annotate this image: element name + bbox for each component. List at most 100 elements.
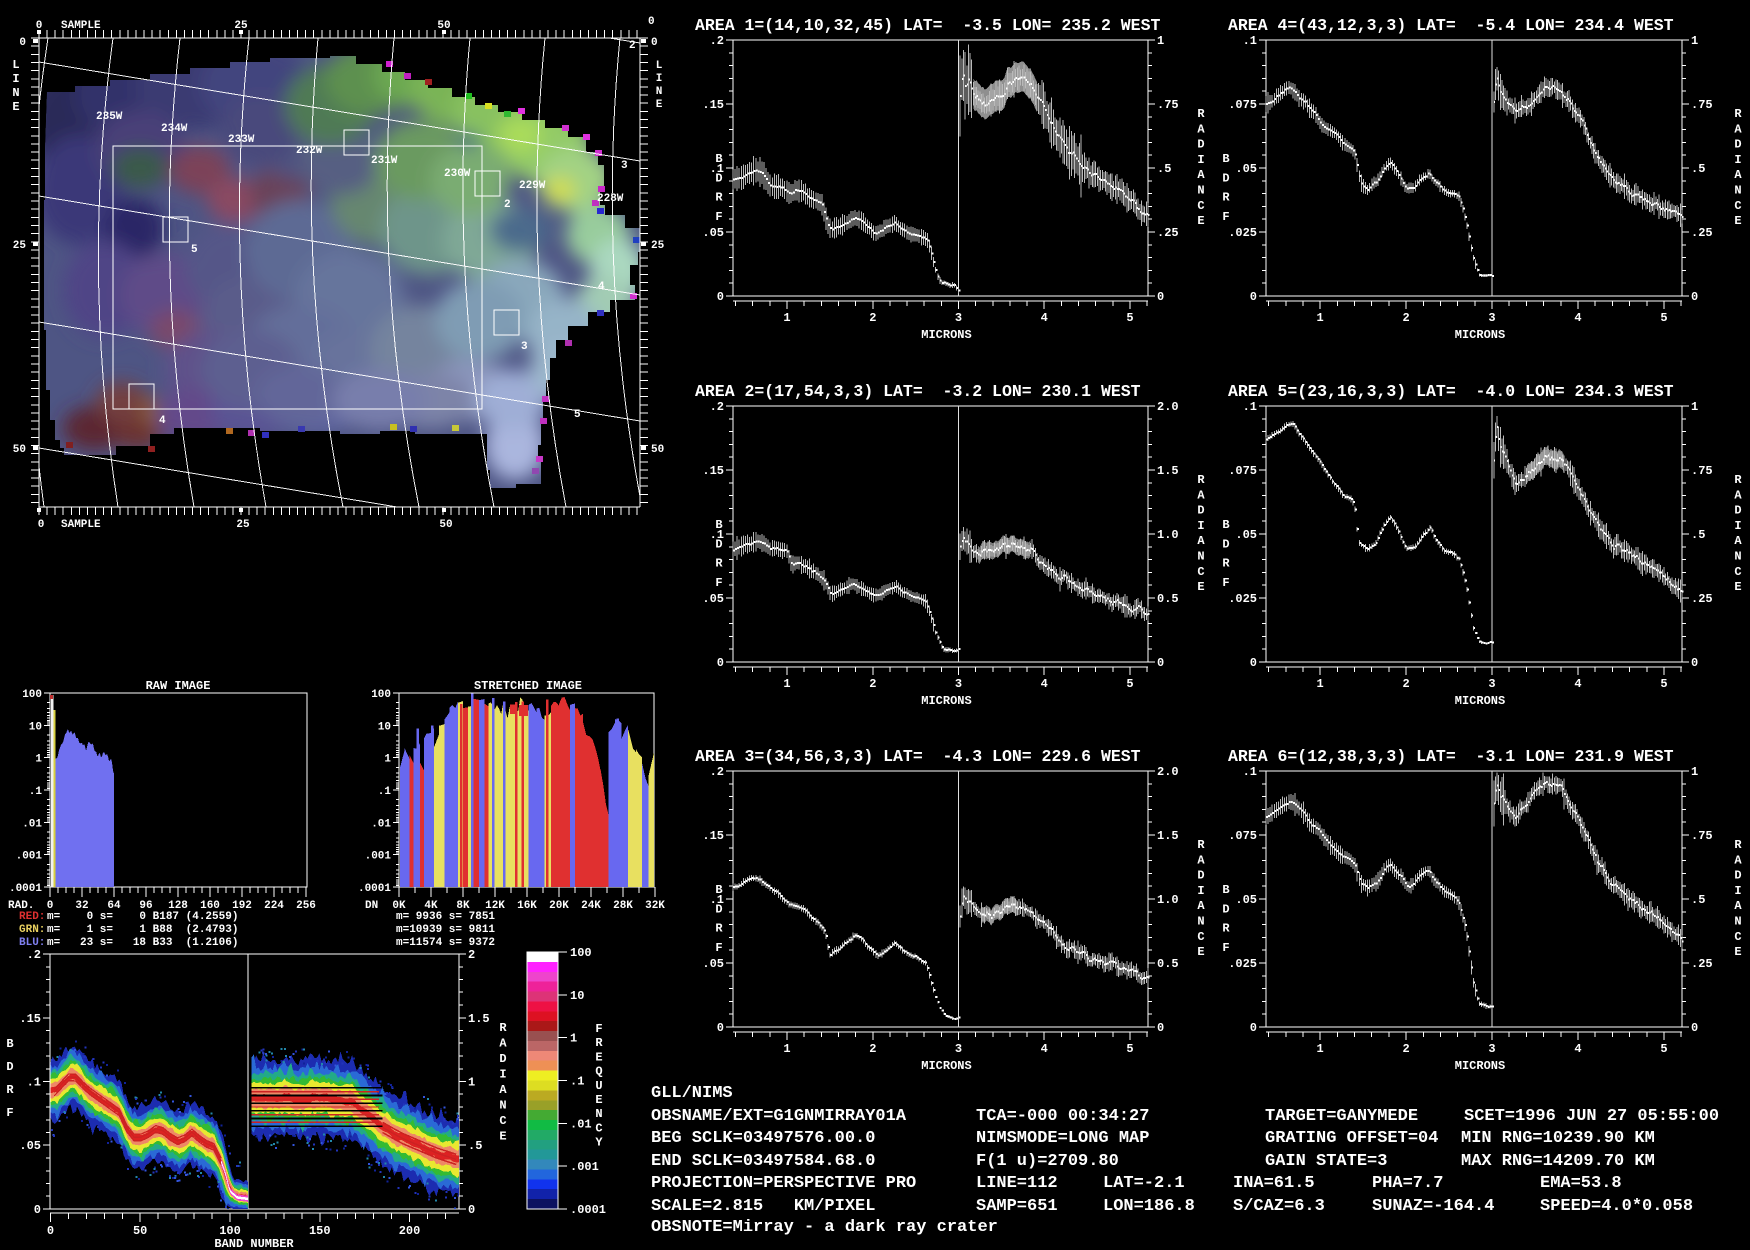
svg-text:E: E [1734,580,1741,594]
svg-text:F: F [715,941,722,955]
svg-text:.1: .1 [29,786,43,798]
svg-text:I: I [1734,519,1741,533]
svg-text:.075: .075 [1228,464,1257,478]
svg-text:TARGET=GANYMEDE: TARGET=GANYMEDE [1265,1107,1418,1126]
svg-text:96: 96 [139,900,152,912]
svg-text:3: 3 [1488,1042,1495,1056]
svg-text:N: N [499,1099,506,1113]
svg-text:D: D [1222,902,1229,916]
svg-text:1: 1 [1316,311,1323,325]
svg-text:MIN RNG=10239.90 KM: MIN RNG=10239.90 KM [1461,1129,1655,1148]
svg-text:SCET=1996 JUN 27 05:55:00: SCET=1996 JUN 27 05:55:00 [1464,1107,1719,1126]
svg-text:C: C [1734,199,1741,213]
svg-text:TCA=-000 00:34:27: TCA=-000 00:34:27 [976,1107,1149,1126]
svg-text:12K: 12K [485,900,505,912]
svg-text:100: 100 [570,946,592,960]
svg-text:24K: 24K [581,900,601,912]
svg-text:0: 0 [47,900,54,912]
svg-text:SUNAZ=-164.4: SUNAZ=-164.4 [1372,1197,1494,1216]
svg-text:B: B [1222,152,1229,166]
svg-text:2: 2 [1402,1042,1409,1056]
svg-text:MICRONS: MICRONS [1455,328,1505,342]
svg-text:5: 5 [1126,677,1133,691]
svg-text:0: 0 [1691,290,1698,304]
svg-text:2: 2 [869,677,876,691]
svg-text:2: 2 [629,40,636,52]
svg-text:I: I [1734,153,1741,167]
svg-text:0: 0 [1691,656,1698,670]
svg-text:PROJECTION=PERSPECTIVE PRO: PROJECTION=PERSPECTIVE PRO [651,1174,916,1193]
svg-text:R: R [499,1021,507,1035]
svg-text:160: 160 [200,900,220,912]
svg-text:NIMSMODE=LONG MAP: NIMSMODE=LONG MAP [976,1129,1149,1148]
svg-text:OBSNAME/EXT=G1GNMIRRAY01A: OBSNAME/EXT=G1GNMIRRAY01A [651,1107,907,1126]
svg-text:.25: .25 [1691,226,1713,240]
svg-text:.05: .05 [19,1139,41,1153]
svg-text:.075: .075 [1228,829,1257,843]
svg-text:0: 0 [468,1203,475,1217]
svg-text:229W: 229W [519,180,546,192]
svg-text:C: C [595,1121,602,1135]
svg-text:32: 32 [75,900,88,912]
svg-text:I: I [1197,884,1204,898]
svg-text:E: E [656,99,663,111]
svg-text:SAMPLE: SAMPLE [61,519,101,531]
svg-text:E: E [595,1050,602,1064]
svg-text:233W: 233W [228,134,255,146]
svg-text:4: 4 [1574,1042,1581,1056]
svg-text:1: 1 [783,1042,790,1056]
svg-text:2: 2 [1402,677,1409,691]
svg-text:4K: 4K [424,900,438,912]
svg-text:0: 0 [1250,656,1257,670]
svg-text:1.5: 1.5 [468,1012,490,1026]
svg-text:END SCLK=03497584.68.0: END SCLK=03497584.68.0 [651,1152,875,1171]
svg-text:.15: .15 [702,98,724,112]
svg-text:50: 50 [13,444,26,456]
svg-text:1: 1 [783,677,790,691]
svg-text:.0001: .0001 [358,883,391,895]
svg-text:AREA 6=(12,38,3,3) LAT= -3.1: AREA 6=(12,38,3,3) LAT= -3.1 LON= 231.9 … [1228,747,1674,766]
svg-text:.1: .1 [378,786,392,798]
svg-text:.5: .5 [1691,528,1705,542]
svg-text:I: I [12,72,19,86]
svg-text:.05: .05 [702,592,724,606]
svg-text:.01: .01 [570,1117,592,1131]
svg-text:R: R [1197,838,1205,852]
svg-text:C: C [1197,199,1204,213]
svg-text:N: N [656,86,663,98]
svg-text:R: R [595,1036,603,1050]
svg-text:.025: .025 [1228,957,1257,971]
svg-text:SCALE=2.815 KM/PIXEL: SCALE=2.815 KM/PIXEL [651,1197,875,1216]
svg-text:.75: .75 [1157,98,1179,112]
svg-text:INA=61.5: INA=61.5 [1233,1174,1315,1193]
svg-text:N: N [1734,550,1741,564]
svg-text:0: 0 [1250,290,1257,304]
svg-text:F: F [6,1106,13,1120]
svg-text:3: 3 [955,677,962,691]
svg-text:50: 50 [651,444,664,456]
svg-text:.05: .05 [702,957,724,971]
svg-text:.001: .001 [365,851,392,863]
svg-text:0: 0 [1250,1021,1257,1035]
svg-text:128: 128 [168,900,188,912]
svg-text:R: R [715,557,723,571]
svg-text:D: D [715,537,722,551]
svg-text:F: F [595,1022,602,1036]
svg-text:D: D [1197,504,1204,518]
svg-text:.1: .1 [27,1076,41,1090]
svg-text:.1: .1 [710,162,724,176]
svg-text:64: 64 [107,900,121,912]
svg-text:.025: .025 [1228,592,1257,606]
svg-text:F: F [1222,210,1229,224]
svg-text:.01: .01 [371,818,391,830]
svg-text:U: U [595,1079,602,1093]
svg-text:.2: .2 [710,400,724,414]
svg-text:.25: .25 [1691,957,1713,971]
svg-text:2.0: 2.0 [1157,765,1179,779]
svg-text:10: 10 [378,721,391,733]
svg-text:1: 1 [1691,34,1698,48]
svg-text:1.0: 1.0 [1157,528,1179,542]
svg-text:232W: 232W [296,145,323,157]
svg-text:D: D [1222,171,1229,185]
svg-text:1: 1 [1157,34,1164,48]
